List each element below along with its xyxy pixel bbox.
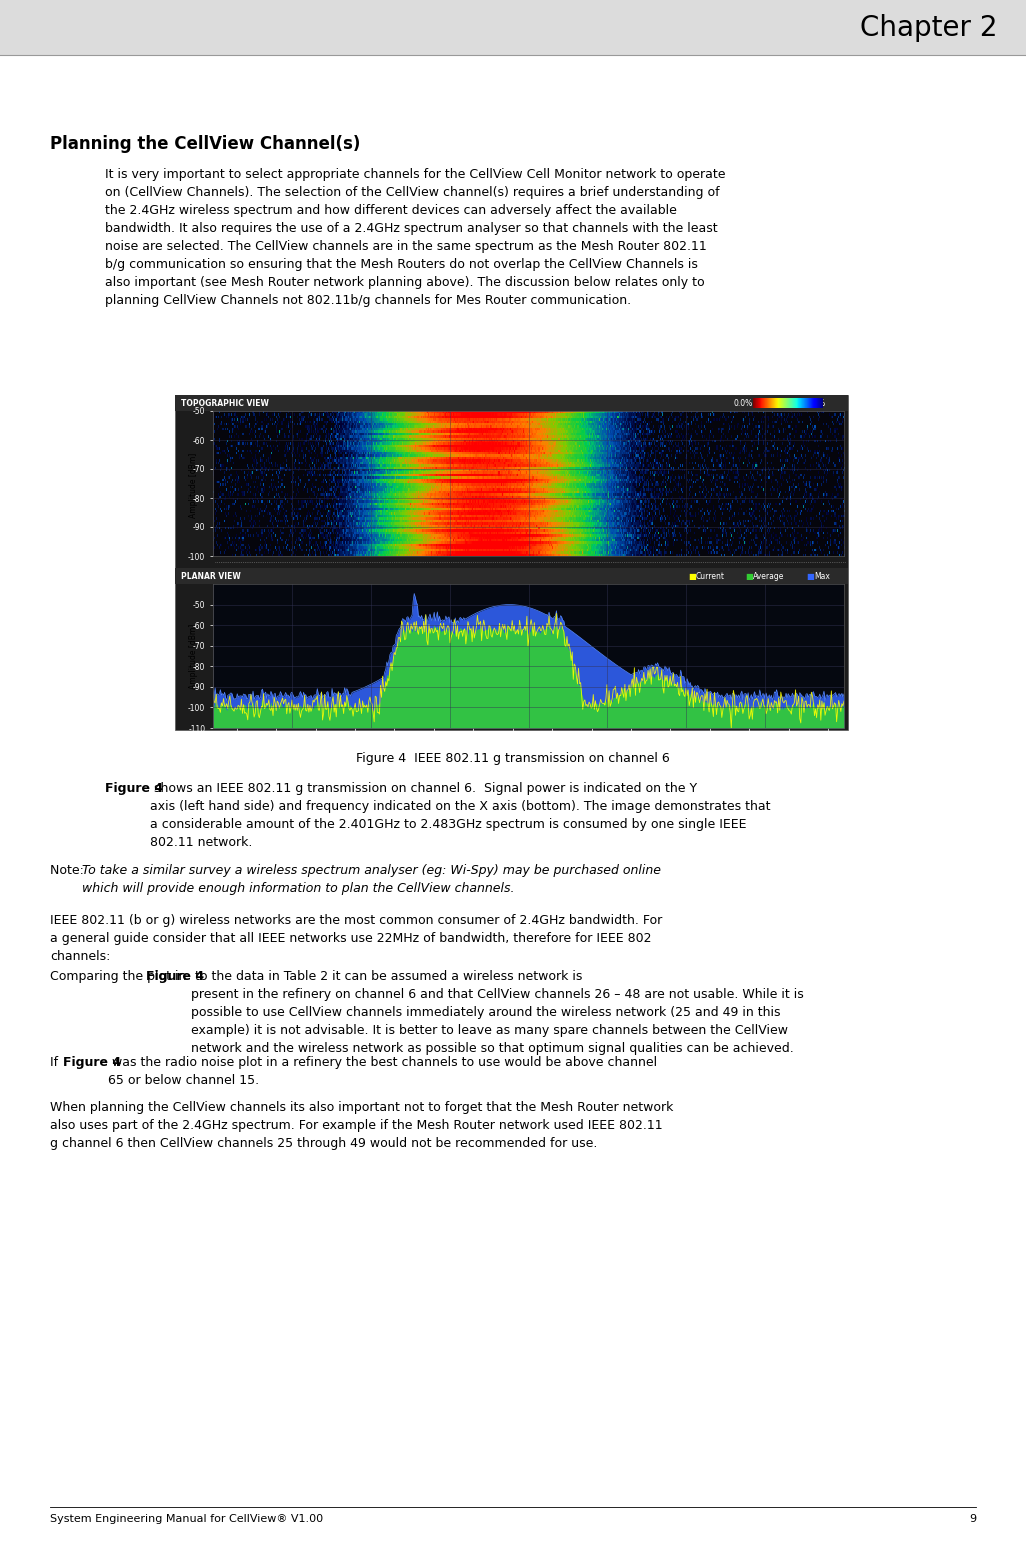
Text: 6.1%: 6.1% [806, 399, 826, 408]
Text: It is very important to select appropriate channels for the CellView Cell Monito: It is very important to select appropria… [105, 168, 725, 307]
Text: Figure 4: Figure 4 [146, 970, 204, 982]
Text: Max: Max [814, 571, 830, 581]
Text: Current: Current [696, 571, 725, 581]
Text: ■: ■ [688, 571, 696, 581]
Bar [175, 395, 849, 730]
Text: IEEE 802.11 (b or g) wireless networks are the most common consumer of 2.4GHz ba: IEEE 802.11 (b or g) wireless networks a… [50, 914, 662, 962]
Text: Figure 4  IEEE 802.11 g transmission on channel 6: Figure 4 IEEE 802.11 g transmission on c… [356, 752, 670, 764]
Text: Amplitude [dBm]: Amplitude [dBm] [189, 623, 197, 688]
Text: PLANAR VIEW: PLANAR VIEW [181, 571, 241, 581]
Text: Figure 4: Figure 4 [63, 1056, 121, 1070]
Bar [175, 395, 849, 411]
Text: Amplitude [dBm]: Amplitude [dBm] [189, 453, 197, 518]
Text: System Engineering Manual for CellView® V1.00: System Engineering Manual for CellView® … [50, 1513, 323, 1524]
Text: Note:: Note: [50, 864, 88, 877]
Text: If: If [50, 1056, 63, 1070]
Text: was the radio noise plot in a refinery the best channels to use would be above c: was the radio noise plot in a refinery t… [108, 1056, 657, 1087]
Text: shows an IEEE 802.11 g transmission on channel 6.  Signal power is indicated on : shows an IEEE 802.11 g transmission on c… [150, 782, 771, 849]
Text: ■: ■ [745, 571, 753, 581]
Text: To take a similar survey a wireless spectrum analyser (eg: Wi-Spy) may be purcha: To take a similar survey a wireless spec… [82, 864, 661, 895]
Text: to the data in Table 2 it can be assumed a wireless network is
present in the re: to the data in Table 2 it can be assumed… [191, 970, 803, 1056]
Text: TOPOGRAPHIC VIEW: TOPOGRAPHIC VIEW [181, 399, 269, 408]
Text: Figure 4: Figure 4 [105, 782, 163, 796]
Text: When planning the CellView channels its also important not to forget that the Me: When planning the CellView channels its … [50, 1101, 673, 1151]
Text: Average: Average [753, 571, 784, 581]
Bar [0, 0, 1026, 54]
Text: Chapter 2: Chapter 2 [861, 14, 998, 42]
Text: 9: 9 [969, 1513, 976, 1524]
Text: Comparing the plot in: Comparing the plot in [50, 970, 191, 982]
Text: Planning the CellView Channel(s): Planning the CellView Channel(s) [50, 135, 360, 153]
Bar [175, 568, 849, 584]
Text: 0.0%: 0.0% [733, 399, 752, 408]
Text: ■: ■ [806, 571, 814, 581]
